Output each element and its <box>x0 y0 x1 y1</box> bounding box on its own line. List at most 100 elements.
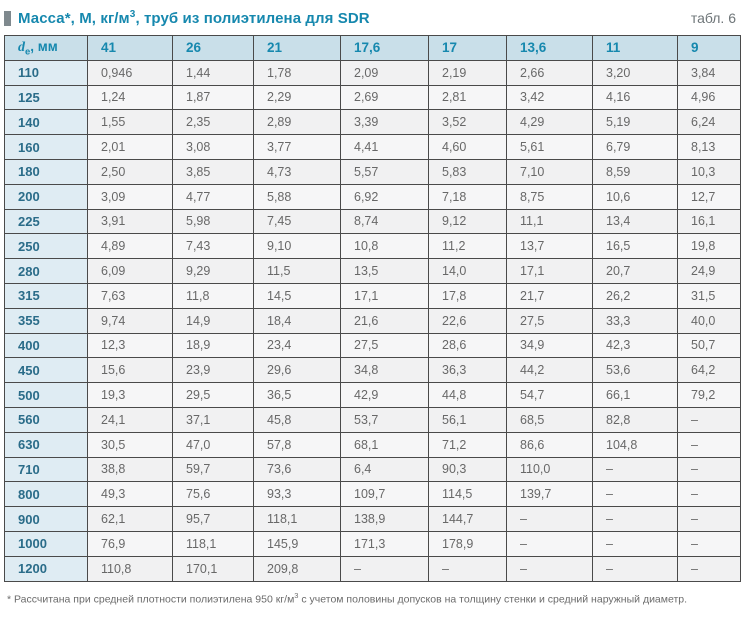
mass-value-cell: 4,60 <box>428 134 507 160</box>
mass-value-cell: 11,2 <box>428 233 507 260</box>
mass-value-cell: 3,20 <box>592 59 678 86</box>
table-row: 710 38,8 59,7 73,6 6,4 90,3 110,0– – <box>4 456 741 483</box>
mass-value-cell: 6,09 <box>87 258 173 284</box>
mass-value-cell: 23,4 <box>253 332 341 359</box>
mass-value-cell: 3,09 <box>87 183 173 210</box>
row-header-diameter: 225 <box>4 208 88 235</box>
mass-value-cell: 23,9 <box>172 357 254 384</box>
mass-value-cell: 9,29 <box>172 258 254 284</box>
row-header-diameter: 900 <box>4 506 88 532</box>
table-row: 800 49,3 75,6 93,3 109,7 114,5 139,7– – <box>4 481 741 508</box>
mass-value-cell: – <box>592 530 678 557</box>
mass-value-cell: 1,24 <box>87 84 173 111</box>
row-header-diameter: 200 <box>4 183 88 210</box>
mass-value-cell: 0,946 <box>87 59 173 86</box>
row-header-diameter: 500 <box>4 382 88 408</box>
mass-value-cell: 8,13 <box>677 134 741 160</box>
mass-value-cell: 47,0 <box>172 431 254 458</box>
mass-value-cell: 4,73 <box>253 158 341 185</box>
row-header-diameter: 630 <box>4 431 88 458</box>
mass-value-cell: 118,1 <box>253 506 341 532</box>
column-header-sdr: 26 <box>172 35 254 61</box>
table-row: 450 15,6 23,9 29,6 34,8 36,3 44,2 53,6 64,2 <box>4 357 741 384</box>
mass-value-cell: 4,96 <box>677 84 741 111</box>
diameter-column-header: de, мм <box>4 35 88 61</box>
mass-value-cell: 12,3 <box>87 332 173 359</box>
mass-value-cell: 1,78 <box>253 59 341 86</box>
mass-value-cell: 8,75 <box>506 183 593 210</box>
mass-value-cell: 139,7 <box>506 481 593 508</box>
mass-value-cell: 5,57 <box>340 158 429 185</box>
table-row: 560 24,1 37,1 45,8 53,7 56,1 68,5 82,8– <box>4 406 741 433</box>
column-header-sdr: 17 <box>428 35 507 61</box>
title-superscript: 3 <box>129 9 136 20</box>
mass-value-cell: 10,3 <box>677 158 741 185</box>
mass-value-cell: 42,3 <box>592 332 678 359</box>
table-row: 140 1,55 2,35 2,89 3,39 3,52 4,29 5,19 6,24 <box>4 109 741 136</box>
mass-value-cell: 1,55 <box>87 109 173 136</box>
table-row: 630 30,5 47,0 57,8 68,1 71,2 86,6 104,8– <box>4 431 741 458</box>
mass-value-cell: – <box>677 555 741 582</box>
mass-value-cell: 5,98 <box>172 208 254 235</box>
table-number-label: табл. 6 <box>690 10 736 26</box>
mass-value-cell: 30,5 <box>87 431 173 458</box>
mass-value-cell: – <box>677 506 741 532</box>
mass-value-cell: 15,6 <box>87 357 173 384</box>
mass-value-cell: 54,7 <box>506 382 593 408</box>
mass-value-cell: 2,50 <box>87 158 173 185</box>
mass-value-cell: 17,1 <box>340 282 429 309</box>
row-header-diameter: 710 <box>4 456 88 483</box>
mass-value-cell: 17,8 <box>428 282 507 309</box>
mass-value-cell: 145,9 <box>253 530 341 557</box>
mass-value-cell: – <box>506 530 593 557</box>
mass-value-cell: 6,4 <box>340 456 429 483</box>
mass-value-cell: 79,2 <box>677 382 741 408</box>
mass-value-cell: 82,8 <box>592 406 678 433</box>
mass-value-cell: 3,91 <box>87 208 173 235</box>
mass-value-cell: 2,01 <box>87 134 173 160</box>
table-body: 110 0,946 1,44 1,78 2,09 2,19 2,66 3,20 3,84 125 1… <box>4 59 741 582</box>
mass-value-cell: 53,7 <box>340 406 429 433</box>
mass-value-cell: 7,45 <box>253 208 341 235</box>
mass-value-cell: 21,6 <box>340 307 429 334</box>
mass-value-cell: 31,5 <box>677 282 741 309</box>
mass-value-cell: 10,6 <box>592 183 678 210</box>
mass-value-cell: 59,7 <box>172 456 254 483</box>
mass-value-cell: 5,61 <box>506 134 593 160</box>
row-header-diameter: 280 <box>4 258 88 284</box>
row-header-diameter: 160 <box>4 134 88 160</box>
mass-value-cell: 24,9 <box>677 258 741 284</box>
mass-value-cell: 16,5 <box>592 233 678 260</box>
mass-value-cell: – <box>677 406 741 433</box>
mass-value-cell: 4,41 <box>340 134 429 160</box>
mass-value-cell: 36,5 <box>253 382 341 408</box>
mass-value-cell: 7,18 <box>428 183 507 210</box>
mass-value-cell: 1,44 <box>172 59 254 86</box>
mass-value-cell: 24,1 <box>87 406 173 433</box>
column-header-sdr: 9 <box>677 35 741 61</box>
mass-value-cell: – <box>677 456 741 483</box>
mass-value-cell: 2,81 <box>428 84 507 111</box>
mass-value-cell: 11,8 <box>172 282 254 309</box>
mass-value-cell: 5,19 <box>592 109 678 136</box>
mass-value-cell: 44,8 <box>428 382 507 408</box>
mass-value-cell: 29,6 <box>253 357 341 384</box>
mass-value-cell: 34,9 <box>506 332 593 359</box>
mass-value-cell: 2,29 <box>253 84 341 111</box>
table-row: 400 12,3 18,9 23,4 27,5 28,6 34,9 42,3 50,7 <box>4 332 741 359</box>
table-row: 200 3,09 4,77 5,88 6,92 7,18 8,75 10,6 12,7 <box>4 183 741 210</box>
mass-value-cell: 209,8 <box>253 555 341 582</box>
mass-value-cell: – <box>428 555 507 582</box>
column-header-sdr: 11 <box>592 35 678 61</box>
mass-value-cell: 42,9 <box>340 382 429 408</box>
row-header-diameter: 315 <box>4 282 88 309</box>
mass-value-cell: 90,3 <box>428 456 507 483</box>
mass-value-cell: 18,4 <box>253 307 341 334</box>
mass-value-cell: 22,6 <box>428 307 507 334</box>
mass-value-cell: 118,1 <box>172 530 254 557</box>
row-header-diameter: 800 <box>4 481 88 508</box>
mass-value-cell: 28,6 <box>428 332 507 359</box>
mass-value-cell: – <box>677 481 741 508</box>
mass-value-cell: 53,6 <box>592 357 678 384</box>
mass-value-cell: 114,5 <box>428 481 507 508</box>
